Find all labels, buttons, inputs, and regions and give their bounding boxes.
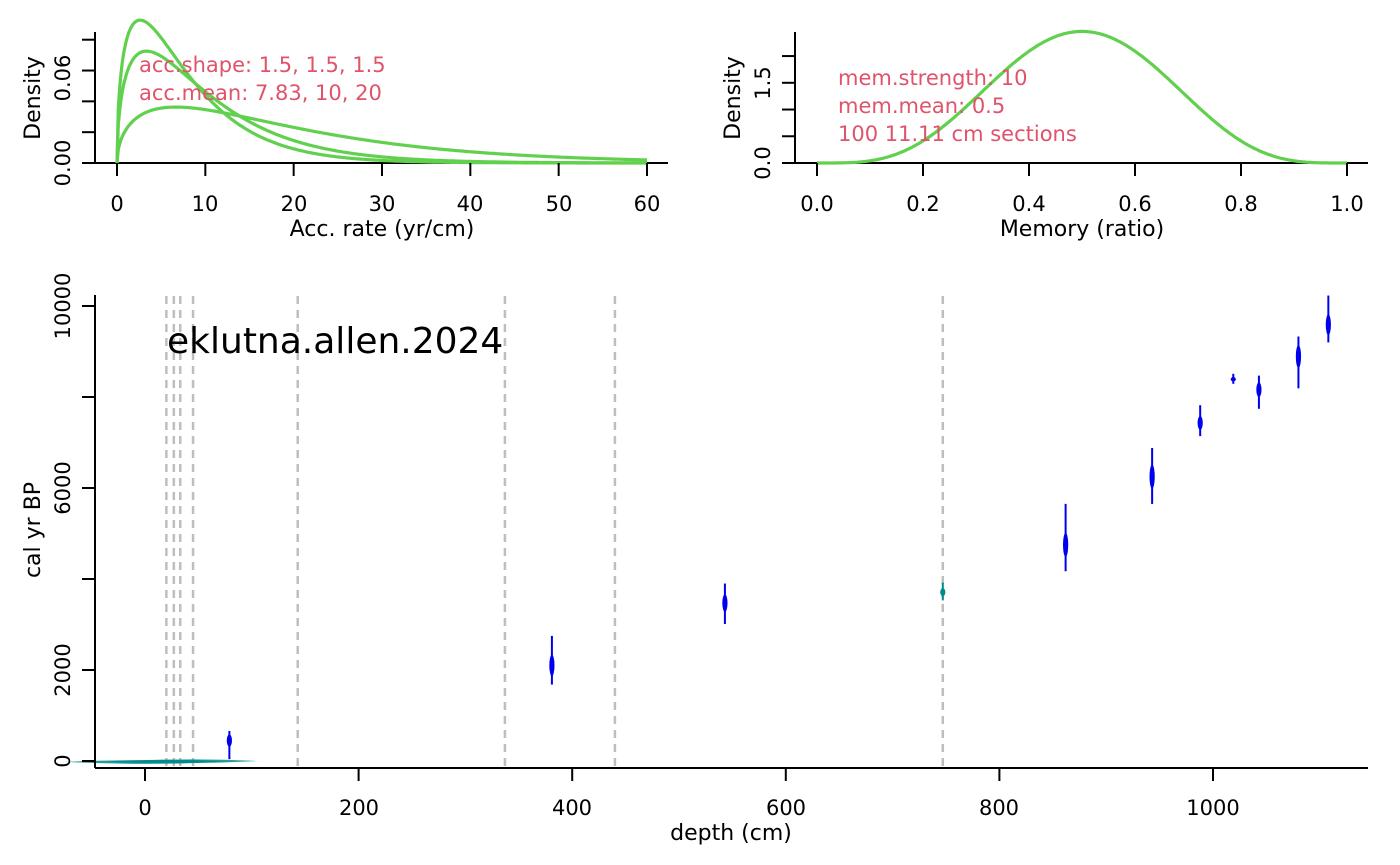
mem-y-ticks [782,55,795,164]
calibrated-date [549,635,555,685]
calibrated-date [1295,336,1302,389]
mem-mean-annotation: mem.mean: 0.5 [838,94,1005,118]
age-y-axis-title: cal yr BP [21,482,46,578]
date-density-peak [722,594,728,613]
acc-y-tick-label: 0.06 [51,55,75,102]
acc-x-tick-label: 50 [546,192,573,216]
date-density-peak [940,588,946,597]
calibrated-date [1230,373,1236,384]
acc-prior-curve [115,49,648,165]
mem-x-tick-label: 1.0 [1330,192,1363,216]
age-y-tick-label: 0 [51,754,75,767]
acc-x-tick-label: 20 [281,192,308,216]
acc-x-axis-title: Acc. rate (yr/cm) [290,217,475,242]
acc-y-ticks [82,38,95,164]
calibrated-date [226,730,232,760]
date-density-peak [226,734,232,747]
acc-y-tick-label: 0.00 [51,140,75,187]
mem-x-tick-label: 0.8 [1224,192,1257,216]
calibrated-date [1063,503,1069,572]
mem-x-tick-label: 0.0 [800,192,833,216]
mem-x-ticks [816,163,1348,176]
age-depth-panel: 0 200 400 600 800 1000 0 2000 6000 10000… [21,273,1368,846]
core-name-label: eklutna.allen.2024 [167,321,503,362]
acc-mean-annotation: acc.mean: 7.83, 10, 20 [139,81,382,105]
depth-x-tick-label: 200 [339,796,379,820]
calibrated-date [1325,295,1331,343]
acc-x-tick-label: 0 [110,192,123,216]
age-y-tick-label: 10000 [51,273,75,340]
depth-x-ticks [144,768,1214,781]
depth-x-tick-label: 400 [552,796,592,820]
calibrated-date [722,583,728,625]
calibrated-date [940,582,946,601]
date-density-peak [1295,345,1302,368]
mem-x-axis-title: Memory (ratio) [1000,217,1164,242]
calibrated-date [1197,405,1203,437]
depth-x-tick-label: 600 [766,796,806,820]
date-density-peak [1149,464,1155,489]
modern-date-blob [128,759,258,763]
acc-prior-curves [115,18,648,165]
age-y-tick-label: 6000 [51,461,75,514]
memory-prior-panel: 0.0 0.2 0.4 0.6 0.8 1.0 0.0 1.5 Memory (… [721,29,1368,242]
mem-y-axis-title: Density [721,56,746,140]
acc-prior-curve [115,105,648,164]
date-density-peak [1256,382,1262,398]
acc-x-tick-label: 60 [634,192,661,216]
depth-x-tick-label: 0 [138,796,151,820]
calibrated-dates [64,295,1331,764]
hiatus-boundaries [165,296,945,766]
calibrated-date [1149,447,1155,504]
date-density-peak [1197,416,1203,430]
mem-x-tick-label: 0.6 [1118,192,1151,216]
date-density-peak [1063,532,1069,557]
age-y-tick-label: 2000 [51,643,75,696]
mem-x-tick-label: 0.4 [1012,192,1045,216]
date-density-peak [1325,314,1331,335]
depth-x-tick-label: 1000 [1186,796,1239,820]
acc-y-axis-title: Density [21,56,46,140]
mem-y-tick-label: 1.5 [751,66,775,99]
acc-shape-annotation: acc.shape: 1.5, 1.5, 1.5 [139,53,386,77]
date-density-peak [549,654,555,677]
calibrated-date [1256,375,1262,409]
acc-x-tick-label: 40 [457,192,484,216]
memory-prior-curve [817,29,1347,165]
sections-annotation: 100 11.11 cm sections [838,122,1077,146]
acc-rate-prior-panel: 0 10 20 30 40 50 60 0.00 0.06 Acc. rate … [21,18,668,242]
mem-x-tick-label: 0.2 [906,192,939,216]
age-y-ticks [82,305,95,762]
mem-y-tick-label: 0.0 [751,146,775,179]
acc-x-ticks [116,163,648,176]
depth-x-tick-label: 800 [979,796,1019,820]
mem-strength-annotation: mem.strength: 10 [838,66,1027,90]
memory-beta-curve [817,29,1347,165]
date-density-peak [1230,377,1236,382]
depth-x-axis-title: depth (cm) [670,821,792,846]
acc-x-tick-label: 30 [369,192,396,216]
acc-x-tick-label: 10 [192,192,219,216]
